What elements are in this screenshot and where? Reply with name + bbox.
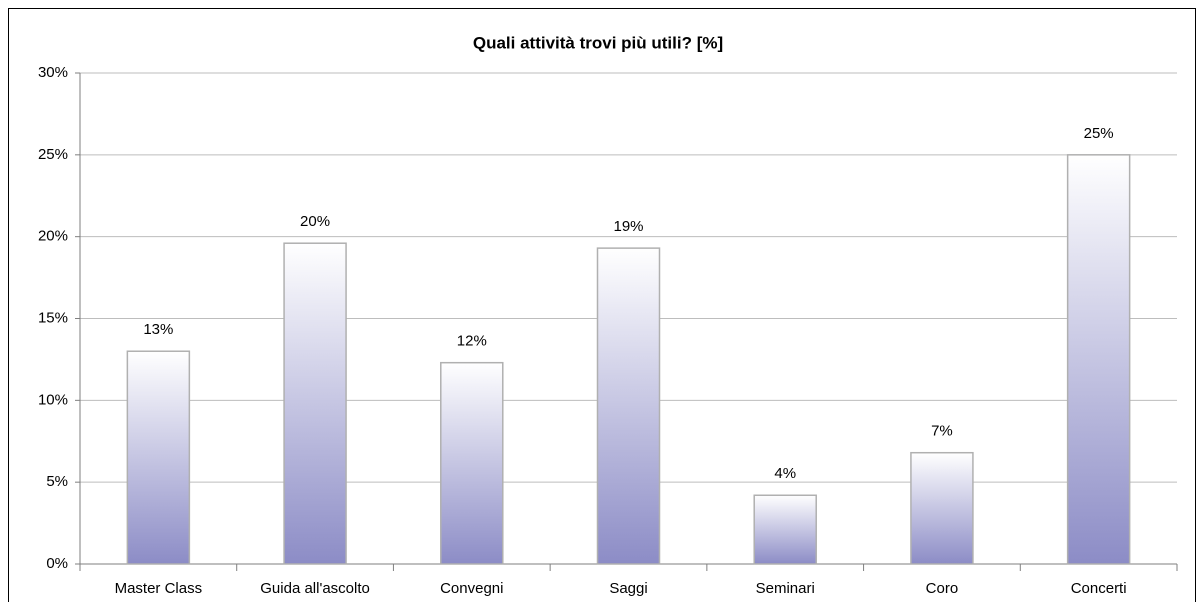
y-tick-label: 15%: [38, 309, 68, 326]
bar: [910, 451, 974, 565]
y-tick-label: 30%: [38, 64, 68, 81]
x-tick-label: Guida all'ascolto: [260, 580, 370, 597]
bar: [1066, 154, 1131, 565]
data-label: 12%: [457, 333, 487, 350]
y-tick-label: 0%: [46, 555, 68, 572]
x-tick-label: Convegni: [440, 580, 503, 597]
data-label: 4%: [774, 465, 796, 482]
y-tick-label: 25%: [38, 146, 68, 163]
bar: [283, 242, 347, 565]
x-tick-label: Master Class: [115, 580, 203, 597]
chart-title: Quali attività trovi più utili? [%]: [473, 33, 723, 52]
bar: [440, 361, 504, 565]
data-label: 7%: [931, 423, 953, 440]
data-label: 19%: [613, 218, 643, 235]
y-tick-label: 10%: [38, 391, 68, 408]
y-tick-label: 20%: [38, 228, 68, 245]
bar: [596, 247, 661, 565]
x-tick-label: Coro: [926, 580, 959, 597]
data-label: 25%: [1084, 125, 1114, 142]
data-label: 20%: [300, 213, 330, 230]
bar: [126, 350, 191, 565]
x-tick-label: Seminari: [756, 580, 815, 597]
x-tick-label: Concerti: [1071, 580, 1127, 597]
bar: [753, 494, 817, 565]
y-tick-label: 5%: [46, 473, 68, 490]
x-tick-label: Saggi: [609, 580, 647, 597]
data-label: 13%: [143, 321, 173, 338]
